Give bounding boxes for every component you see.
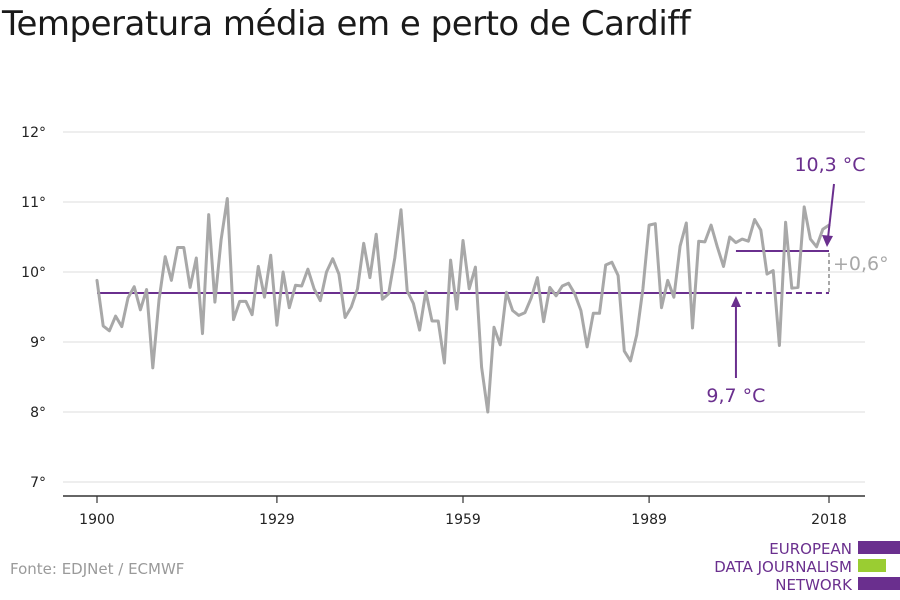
y-tick-label: 8°	[30, 405, 46, 421]
annotations: +0,6° 9,7 °C 10,3 °C	[706, 154, 888, 407]
x-tick-label: 2018	[811, 512, 847, 528]
logo-line-1: EUROPEAN	[769, 540, 852, 558]
temperature-chart: 7° 8° 9° 10° 11° 12° 1900 1929 1959 1989 2018 +0,…	[21, 125, 888, 528]
y-tick-label: 7°	[30, 475, 46, 491]
x-tick-label: 1989	[631, 512, 667, 528]
y-tick-label: 9°	[30, 335, 46, 351]
y-tick-label: 12°	[21, 125, 46, 141]
gridlines	[63, 131, 865, 483]
recent-arrow-head	[822, 235, 833, 247]
source-credit: Fonte: EDJNet / ECMWF	[10, 560, 185, 578]
edjnet-logo[interactable]: EUROPEAN DATA JOURNALISM NETWORK	[700, 540, 900, 596]
difference-label: +0,6°	[833, 253, 889, 275]
x-tick-label: 1959	[445, 512, 481, 528]
x-tick-label: 1900	[79, 512, 115, 528]
y-tick-label: 10°	[21, 265, 46, 281]
recent-label: 10,3 °C	[794, 154, 865, 176]
x-tick-label: 1929	[259, 512, 295, 528]
logo-line-2: DATA JOURNALISM	[714, 558, 852, 576]
logo-line-3: NETWORK	[775, 576, 852, 594]
chart-title: Temperatura média em e perto de Cardiff	[2, 4, 691, 44]
logo-bar-purple-top	[858, 541, 900, 554]
logo-bar-purple-bottom	[858, 577, 900, 590]
temperature-series-line	[95, 197, 831, 414]
baseline-arrow-head	[730, 296, 741, 307]
baseline-label: 9,7 °C	[706, 385, 765, 407]
logo-bar-green	[858, 559, 886, 572]
x-axis-ticks: 1900 1929 1959 1989 2018	[79, 496, 847, 528]
y-tick-label: 11°	[21, 195, 46, 211]
y-axis-ticks: 7° 8° 9° 10° 11° 12°	[21, 125, 46, 491]
recent-arrow-stem	[827, 183, 835, 239]
